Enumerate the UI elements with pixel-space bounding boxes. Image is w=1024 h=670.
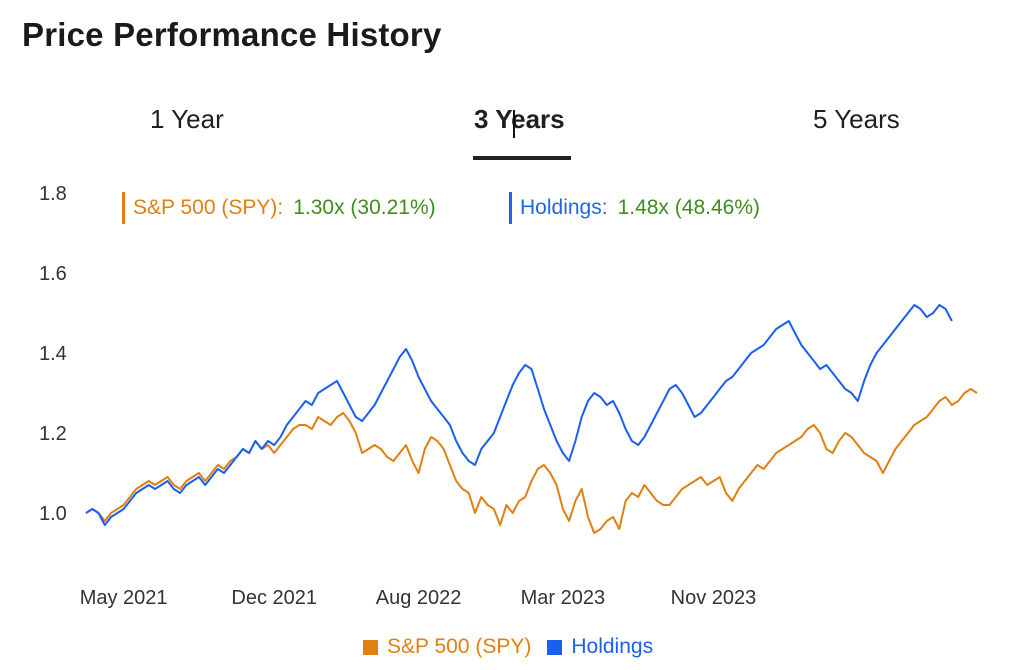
legend-item-spy[interactable]: S&P 500 (SPY): [363, 635, 531, 659]
y-tick-label: 1.2: [39, 423, 67, 445]
chart-legend: S&P 500 (SPY) Holdings: [363, 635, 669, 659]
legend-swatch-spy: [363, 639, 378, 655]
legend-label-spy: S&P 500 (SPY): [387, 635, 532, 658]
x-tick-label: May 2021: [80, 587, 168, 609]
spy-summary-label: S&P 500 (SPY):: [133, 196, 284, 219]
text-cursor: [513, 110, 515, 138]
legend-swatch-holdings: [547, 639, 563, 655]
holdings-marker: [509, 192, 512, 224]
y-tick-label: 1.0: [39, 503, 67, 525]
holdings-summary-label: Holdings:: [520, 196, 608, 219]
x-tick-label: Aug 2022: [376, 587, 462, 609]
series-line-holdings[interactable]: [85, 304, 953, 526]
x-tick-label: Mar 2023: [521, 587, 606, 609]
y-tick-label: 1.4: [39, 343, 67, 365]
spy-summary-value: 1.30x (30.21%): [293, 196, 436, 219]
active-tab-indicator: [473, 156, 571, 160]
y-tick-label: 1.8: [39, 183, 67, 205]
holdings-summary-value: 1.48x (48.46%): [617, 196, 760, 219]
legend-item-holdings[interactable]: Holdings: [547, 635, 653, 659]
series-line-spy[interactable]: [85, 388, 978, 534]
summary-holdings: Holdings: 1.48x (48.46%): [509, 192, 760, 224]
tab-1-year[interactable]: 1 Year: [150, 104, 224, 134]
spy-marker: [122, 192, 125, 224]
x-tick-label: Dec 2021: [231, 587, 317, 609]
x-tick-label: Nov 2023: [671, 587, 757, 609]
legend-label-holdings: Holdings: [571, 635, 654, 658]
tab-5-years[interactable]: 5 Years: [813, 104, 900, 134]
page-title: Price Performance History: [22, 16, 442, 53]
summary-spy: S&P 500 (SPY): 1.30x (30.21%): [122, 192, 436, 224]
tab-3-years[interactable]: 3 Years: [474, 104, 565, 134]
y-tick-label: 1.6: [39, 263, 67, 285]
performance-chart: 1.0 1.2 1.4 1.6 1.8 May 2021 Dec 2021 Aug 2022 M…: [39, 183, 978, 609]
